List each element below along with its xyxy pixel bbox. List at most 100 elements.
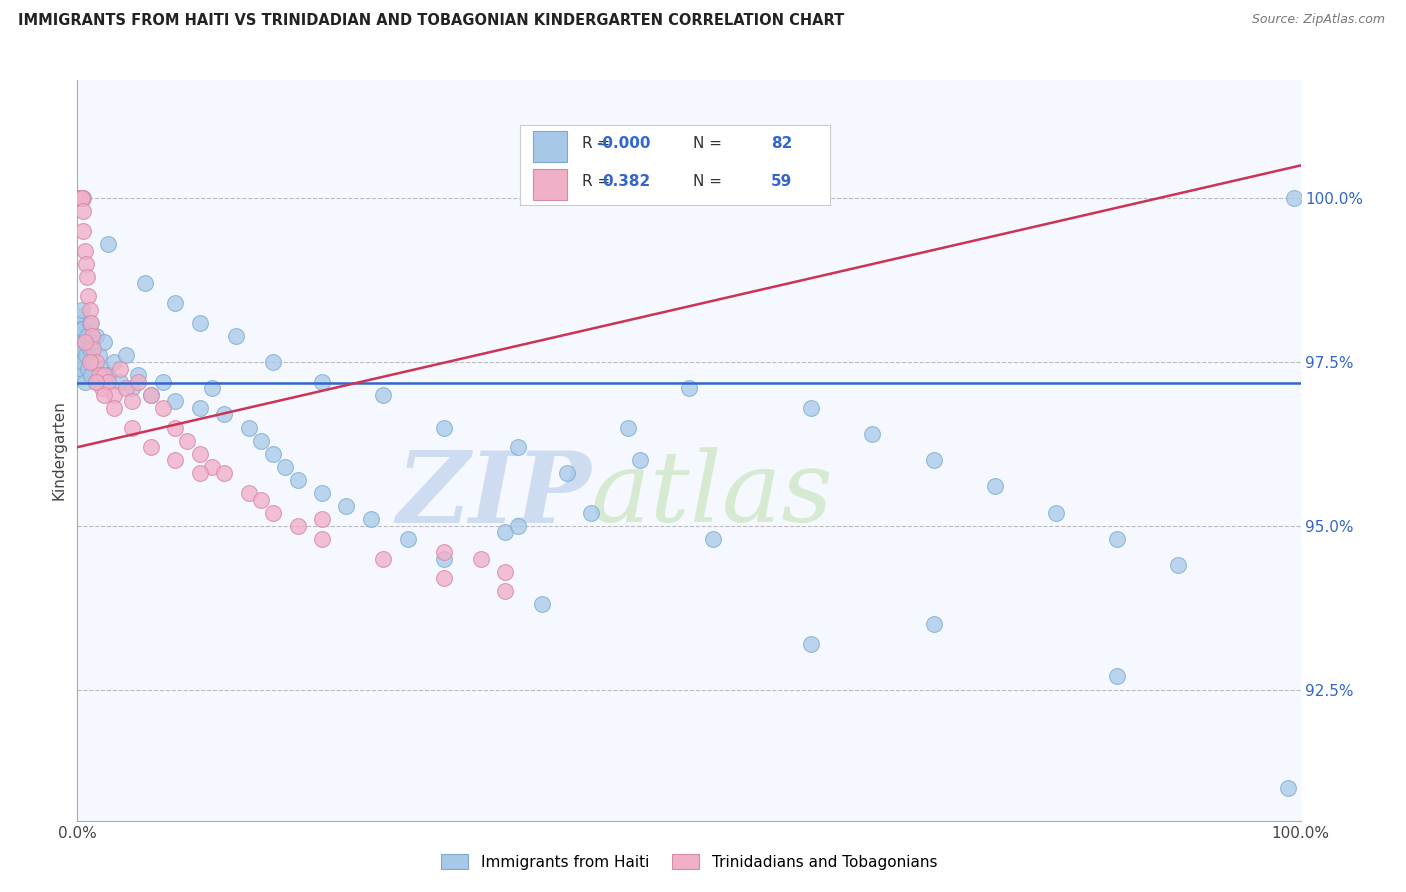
Point <box>69 355 91 369</box>
Point <box>134 277 156 291</box>
Point <box>433 420 456 434</box>
Legend: Immigrants from Haiti, Trinidadians and Tobagonians: Immigrants from Haiti, Trinidadians and … <box>434 847 943 876</box>
Point <box>97 368 120 383</box>
Point <box>67 191 90 205</box>
Point <box>82 342 104 356</box>
Point <box>579 506 602 520</box>
Point <box>77 361 100 376</box>
Point <box>433 571 456 585</box>
Point <box>103 401 125 415</box>
Point <box>115 348 138 362</box>
Point <box>93 335 115 350</box>
Point <box>70 322 93 336</box>
Point <box>628 453 651 467</box>
Point <box>188 316 211 330</box>
Text: 82: 82 <box>770 136 793 151</box>
Point <box>152 401 174 415</box>
Point <box>77 289 100 303</box>
Point <box>90 381 112 395</box>
Point <box>80 316 103 330</box>
Point <box>103 355 125 369</box>
Point <box>433 551 456 566</box>
Point <box>103 388 125 402</box>
Point <box>506 440 529 454</box>
Point <box>84 375 107 389</box>
Y-axis label: Kindergarten: Kindergarten <box>51 401 66 500</box>
Point <box>115 381 138 395</box>
Point <box>80 368 103 383</box>
Point <box>238 420 260 434</box>
Point <box>371 388 394 402</box>
Point <box>70 191 93 205</box>
Text: N =: N = <box>693 174 723 188</box>
Point <box>70 191 93 205</box>
Point <box>127 375 149 389</box>
Point <box>89 368 111 383</box>
Text: IMMIGRANTS FROM HAITI VS TRINIDADIAN AND TOBAGONIAN KINDERGARTEN CORRELATION CHA: IMMIGRANTS FROM HAITI VS TRINIDADIAN AND… <box>18 13 845 29</box>
Point <box>84 375 107 389</box>
Point <box>79 342 101 356</box>
Point <box>97 237 120 252</box>
Point <box>67 191 90 205</box>
Point <box>262 447 284 461</box>
Point <box>335 499 357 513</box>
Point <box>69 191 91 205</box>
Point <box>82 355 104 369</box>
Point <box>84 355 107 369</box>
Point <box>139 440 162 454</box>
Point <box>495 565 517 579</box>
Point <box>69 191 91 205</box>
Point <box>212 408 235 422</box>
Point <box>800 401 823 415</box>
Point <box>84 328 107 343</box>
Point <box>984 479 1007 493</box>
Point <box>311 532 333 546</box>
Point <box>121 394 143 409</box>
Point <box>1277 780 1299 795</box>
Point <box>201 381 224 395</box>
Point <box>108 361 131 376</box>
Point <box>212 467 235 481</box>
Point <box>165 453 187 467</box>
Point <box>69 328 91 343</box>
Point <box>75 257 97 271</box>
Point <box>93 388 115 402</box>
Point <box>922 617 945 632</box>
Point <box>225 328 247 343</box>
Point <box>1045 506 1067 520</box>
Point <box>371 551 394 566</box>
Text: -0.000: -0.000 <box>596 136 650 151</box>
Point <box>80 335 103 350</box>
Point <box>89 348 111 362</box>
Point <box>70 191 93 205</box>
Point <box>555 467 578 481</box>
Point <box>73 244 96 258</box>
Point <box>800 637 823 651</box>
Point <box>287 473 309 487</box>
Text: ZIP: ZIP <box>396 447 591 543</box>
Point <box>862 427 884 442</box>
Point <box>70 342 93 356</box>
Text: N =: N = <box>693 136 723 151</box>
Point <box>531 598 554 612</box>
Point <box>262 506 284 520</box>
Point <box>188 467 211 481</box>
Text: 0.382: 0.382 <box>602 174 650 188</box>
Point <box>70 302 93 317</box>
Point <box>495 525 517 540</box>
Point <box>67 368 90 383</box>
Point <box>70 361 93 376</box>
Point <box>79 302 101 317</box>
Point <box>76 328 98 343</box>
Point <box>201 459 224 474</box>
Point <box>121 381 143 395</box>
Point <box>76 269 98 284</box>
Text: R =: R = <box>582 174 610 188</box>
Point <box>1107 669 1129 683</box>
Point <box>188 401 211 415</box>
Point <box>1284 191 1306 205</box>
Point <box>506 518 529 533</box>
Point <box>1107 532 1129 546</box>
Text: 59: 59 <box>770 174 793 188</box>
Point <box>67 316 90 330</box>
